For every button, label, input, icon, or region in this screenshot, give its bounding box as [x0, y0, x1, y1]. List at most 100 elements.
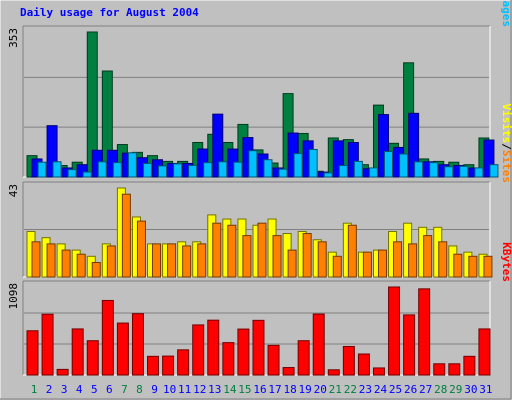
bar-sites-day-30 — [468, 255, 478, 278]
bar-kbytes-day-17 — [267, 344, 280, 376]
bar-pages-day-25 — [399, 153, 409, 178]
bar-kbytes-day-19 — [297, 340, 310, 376]
bar-files-day-26 — [408, 112, 420, 178]
bar-kbytes-day-5 — [86, 340, 99, 376]
legend-separator: / — [500, 143, 512, 150]
bar-kbytes-day-15 — [237, 328, 250, 376]
bar-sites-day-16 — [257, 222, 267, 278]
bar-pages-day-31 — [489, 164, 499, 178]
bar-pages-day-6 — [112, 162, 122, 178]
x-tick-label-day-31: 31 — [479, 383, 492, 396]
x-tick-label-day-1: 1 — [31, 383, 38, 396]
x-tick-label-day-20: 20 — [314, 383, 327, 396]
bar-kbytes-day-6 — [101, 299, 114, 376]
bar-sites-day-22 — [347, 224, 357, 278]
bar-sites-day-15 — [242, 235, 252, 278]
bar-pages-day-5 — [97, 161, 107, 178]
bar-kbytes-day-12 — [192, 324, 205, 376]
bar-kbytes-day-9 — [147, 355, 160, 376]
x-tick-label-day-19: 19 — [299, 383, 312, 396]
x-tick-label-day-4: 4 — [76, 383, 83, 396]
x-tick-label-day-11: 11 — [178, 383, 191, 396]
x-tick-label-day-21: 21 — [329, 383, 342, 396]
bar-pages-day-11 — [188, 164, 198, 178]
x-tick-label-day-22: 22 — [344, 383, 357, 396]
x-tick-label-day-29: 29 — [449, 383, 462, 396]
bar-files-day-2 — [46, 125, 58, 178]
bar-pages-day-23 — [368, 167, 378, 178]
bar-sites-day-12 — [197, 243, 207, 278]
bar-files-day-4 — [76, 164, 88, 178]
bar-pages-day-9 — [158, 165, 168, 178]
legend-part-sites: Sites — [500, 150, 512, 183]
x-tick-label-day-27: 27 — [419, 383, 432, 396]
x-tick-label-day-6: 6 — [106, 383, 113, 396]
x-tick-label-day-7: 7 — [121, 383, 128, 396]
bar-files-day-24 — [377, 114, 389, 178]
legend-part-pages: Pages — [500, 0, 512, 27]
bar-pages-day-28 — [444, 166, 454, 178]
bar-kbytes-day-10 — [162, 355, 175, 376]
bar-sites-day-23 — [362, 251, 372, 278]
bar-sites-day-17 — [272, 235, 282, 278]
x-tick-label-day-25: 25 — [389, 383, 402, 396]
x-tick-label-day-30: 30 — [464, 383, 477, 396]
bar-pages-day-30 — [474, 167, 484, 178]
bar-sites-day-28 — [438, 241, 448, 278]
x-tick-label-day-28: 28 — [434, 383, 447, 396]
bar-kbytes-day-16 — [252, 319, 265, 376]
bar-kbytes-day-23 — [357, 353, 370, 376]
bar-sites-day-3 — [61, 249, 71, 278]
series-legend-label: KBytes — [500, 242, 512, 282]
bar-kbytes-day-22 — [342, 345, 355, 376]
bar-kbytes-day-13 — [207, 319, 220, 376]
bar-sites-day-7 — [121, 193, 131, 278]
bar-kbytes-day-3 — [56, 368, 69, 376]
bar-sites-day-10 — [167, 243, 177, 278]
bar-pages-day-19 — [308, 148, 318, 178]
bar-sites-day-8 — [136, 220, 146, 278]
chart-panel-3: 1098 KBytes — [7, 242, 512, 376]
legend-part-visits: Visits — [500, 104, 512, 144]
bar-files-day-21 — [332, 140, 344, 178]
x-tick-label-day-16: 16 — [253, 383, 266, 396]
bar-sites-day-20 — [317, 241, 327, 278]
chart-panel-2: 43 Visits/Sites — [7, 104, 512, 278]
y-max-label: 1098 — [7, 283, 20, 310]
bar-kbytes-day-21 — [327, 369, 340, 376]
legend-part-kbytes: KBytes — [500, 242, 512, 282]
bar-pages-day-17 — [278, 168, 288, 178]
bar-sites-day-4 — [76, 253, 86, 278]
bar-kbytes-day-25 — [388, 286, 401, 376]
bar-pages-day-27 — [429, 162, 439, 178]
x-tick-label-day-24: 24 — [374, 383, 388, 396]
x-tick-label-day-9: 9 — [151, 383, 158, 396]
bar-kbytes-day-4 — [71, 328, 84, 376]
bar-sites-day-18 — [287, 249, 297, 278]
x-tick-label-day-26: 26 — [404, 383, 417, 396]
bar-pages-day-15 — [248, 150, 258, 178]
bar-pages-day-1 — [37, 161, 47, 178]
chart-title: Daily usage for August 2004 — [20, 6, 199, 19]
bar-kbytes-day-2 — [41, 313, 54, 376]
bar-kbytes-day-18 — [282, 367, 295, 376]
bar-pages-day-24 — [383, 151, 393, 178]
x-tick-label-day-3: 3 — [61, 383, 68, 396]
x-tick-label-day-5: 5 — [91, 383, 98, 396]
x-tick-label-day-23: 23 — [359, 383, 372, 396]
bar-pages-day-8 — [142, 162, 152, 178]
bar-sites-day-31 — [483, 255, 493, 278]
bar-pages-day-18 — [293, 153, 303, 178]
bar-kbytes-day-28 — [433, 363, 446, 376]
bar-kbytes-day-14 — [222, 342, 235, 376]
bar-sites-day-11 — [182, 245, 192, 278]
x-tick-label-day-18: 18 — [283, 383, 296, 396]
bar-pages-day-3 — [67, 169, 77, 178]
bar-sites-day-25 — [393, 241, 403, 278]
x-tick-label-day-10: 10 — [163, 383, 176, 396]
bar-sites-day-14 — [227, 224, 237, 278]
bar-kbytes-day-20 — [312, 313, 325, 376]
x-tick-label-day-8: 8 — [136, 383, 143, 396]
bar-kbytes-day-27 — [418, 288, 431, 376]
x-tick-label-day-2: 2 — [46, 383, 53, 396]
